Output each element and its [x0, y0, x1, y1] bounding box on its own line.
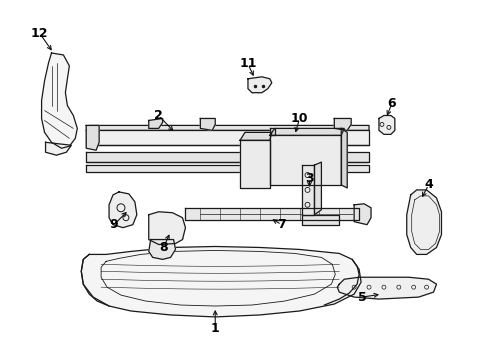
Polygon shape [86, 125, 369, 130]
Text: 5: 5 [358, 291, 367, 303]
Polygon shape [354, 204, 371, 225]
Polygon shape [270, 129, 344, 135]
Polygon shape [149, 118, 163, 129]
Polygon shape [315, 162, 321, 215]
Text: 2: 2 [154, 109, 163, 122]
Text: 7: 7 [277, 218, 286, 231]
Text: 11: 11 [239, 57, 257, 71]
Text: 9: 9 [110, 218, 118, 231]
Polygon shape [248, 77, 272, 93]
Text: 6: 6 [388, 97, 396, 110]
Polygon shape [270, 129, 275, 135]
Polygon shape [185, 208, 359, 220]
Polygon shape [407, 190, 441, 255]
Polygon shape [42, 53, 77, 148]
Polygon shape [301, 215, 339, 225]
Text: 4: 4 [424, 179, 433, 192]
Polygon shape [86, 125, 99, 150]
Text: 12: 12 [31, 27, 49, 40]
Polygon shape [46, 142, 72, 155]
Text: 8: 8 [159, 241, 168, 254]
Polygon shape [379, 116, 395, 134]
Polygon shape [270, 135, 341, 185]
Polygon shape [86, 130, 369, 145]
Polygon shape [337, 277, 437, 299]
Polygon shape [200, 118, 215, 130]
Text: 1: 1 [211, 322, 220, 336]
Polygon shape [301, 165, 315, 215]
Polygon shape [109, 192, 137, 228]
Polygon shape [240, 132, 272, 140]
Polygon shape [149, 239, 175, 260]
Polygon shape [149, 212, 185, 244]
Polygon shape [334, 118, 351, 130]
Text: 10: 10 [291, 112, 308, 125]
Text: 3: 3 [305, 171, 314, 185]
Polygon shape [86, 165, 369, 172]
Polygon shape [240, 140, 270, 188]
Polygon shape [81, 247, 361, 317]
Polygon shape [86, 152, 369, 162]
Polygon shape [341, 129, 347, 188]
